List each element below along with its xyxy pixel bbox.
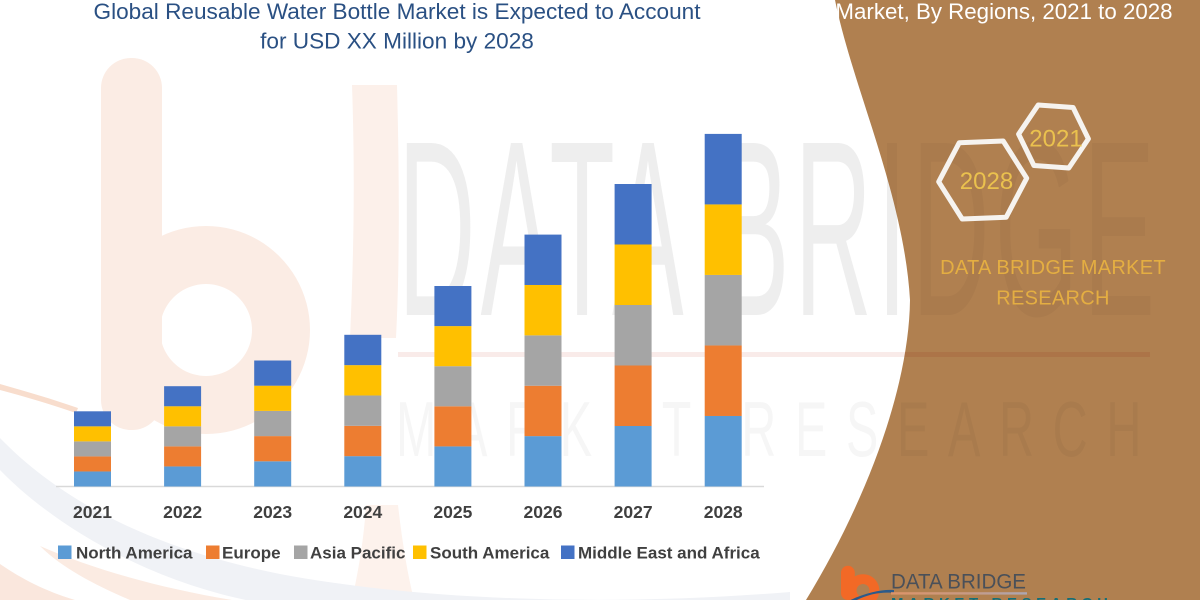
svg-text:2021: 2021 xyxy=(1029,126,1082,153)
svg-text:2026: 2026 xyxy=(524,502,563,522)
svg-text:Asia Pacific: Asia Pacific xyxy=(310,544,405,563)
svg-text:2028: 2028 xyxy=(704,502,743,522)
svg-text:2028: 2028 xyxy=(960,168,1013,195)
svg-text:Market, By Regions, 2021 to 20: Market, By Regions, 2021 to 2028 xyxy=(835,0,1172,24)
svg-text:DATA BRIDGE: DATA BRIDGE xyxy=(891,571,1026,594)
svg-text:2024: 2024 xyxy=(343,502,382,522)
svg-text:2025: 2025 xyxy=(433,502,472,522)
svg-text:DATA BRIDGE: DATA BRIDGE xyxy=(398,89,1160,368)
svg-text:Middle East and Africa: Middle East and Africa xyxy=(578,544,760,563)
svg-text:MARKET RESEARCH: MARKET RESEARCH xyxy=(396,385,1160,473)
svg-text:for USD XX Million by 2028: for USD XX Million by 2028 xyxy=(260,29,534,54)
svg-text:MARKET RESEARCH: MARKET RESEARCH xyxy=(891,595,1113,600)
svg-text:2023: 2023 xyxy=(253,502,292,522)
svg-text:2021: 2021 xyxy=(73,502,112,522)
svg-text:2027: 2027 xyxy=(614,502,653,522)
svg-text:RESEARCH: RESEARCH xyxy=(996,288,1110,310)
svg-text:Europe: Europe xyxy=(222,544,281,563)
svg-text:North America: North America xyxy=(76,544,193,563)
svg-text:South America: South America xyxy=(430,544,550,563)
svg-text:DATA BRIDGE MARKET: DATA BRIDGE MARKET xyxy=(940,257,1166,279)
svg-text:2022: 2022 xyxy=(163,502,202,522)
svg-text:Global Reusable Water Bottle M: Global Reusable Water Bottle Market is E… xyxy=(94,0,702,24)
